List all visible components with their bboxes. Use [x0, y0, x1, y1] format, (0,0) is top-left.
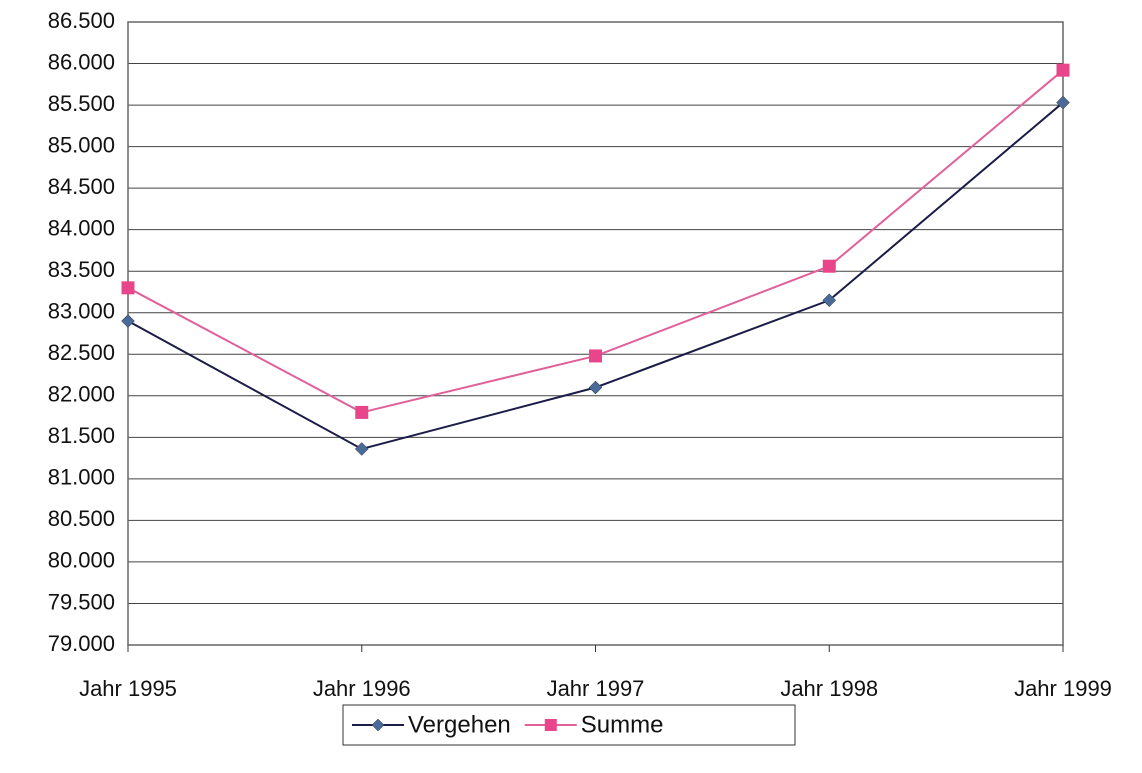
marker — [371, 718, 385, 732]
x-tick-label: Jahr 1999 — [1014, 676, 1112, 701]
x-tick-label: Jahr 1997 — [547, 676, 645, 701]
x-tick-label: Jahr 1996 — [313, 676, 411, 701]
y-tick-label: 82.500 — [48, 340, 115, 365]
y-tick-label: 83.000 — [48, 299, 115, 324]
x-tick-label: Jahr 1995 — [79, 676, 177, 701]
marker — [121, 281, 135, 295]
x-tick-label: Jahr 1998 — [780, 676, 878, 701]
y-tick-label: 79.500 — [48, 589, 115, 614]
legend-label: Summe — [581, 711, 664, 738]
series-line — [127, 101, 1064, 451]
marker — [822, 259, 836, 273]
legend-label: Vergehen — [408, 711, 511, 738]
y-tick-label: 86.500 — [48, 8, 115, 33]
y-tick-label: 82.000 — [48, 382, 115, 407]
marker — [589, 349, 602, 363]
y-tick-label: 84.500 — [48, 174, 115, 199]
y-tick-label: 86.000 — [48, 49, 115, 74]
y-tick-label: 80.000 — [48, 548, 115, 573]
marker — [121, 314, 135, 328]
marker — [822, 293, 837, 308]
y-tick-label: 79.000 — [48, 631, 115, 656]
marker — [544, 719, 557, 731]
y-tick-label: 85.000 — [48, 132, 115, 157]
y-tick-label: 81.000 — [48, 465, 115, 490]
y-tick-label: 85.500 — [48, 91, 115, 116]
y-tick-label: 80.500 — [48, 506, 115, 531]
marker — [354, 442, 369, 456]
y-tick-label: 81.500 — [48, 423, 115, 448]
marker — [1056, 63, 1070, 77]
marker — [1056, 95, 1070, 110]
marker — [588, 380, 603, 395]
marker — [355, 405, 369, 419]
y-tick-label: 84.000 — [48, 215, 115, 240]
plot-border — [127, 21, 1064, 646]
y-tick-label: 83.500 — [48, 257, 115, 282]
